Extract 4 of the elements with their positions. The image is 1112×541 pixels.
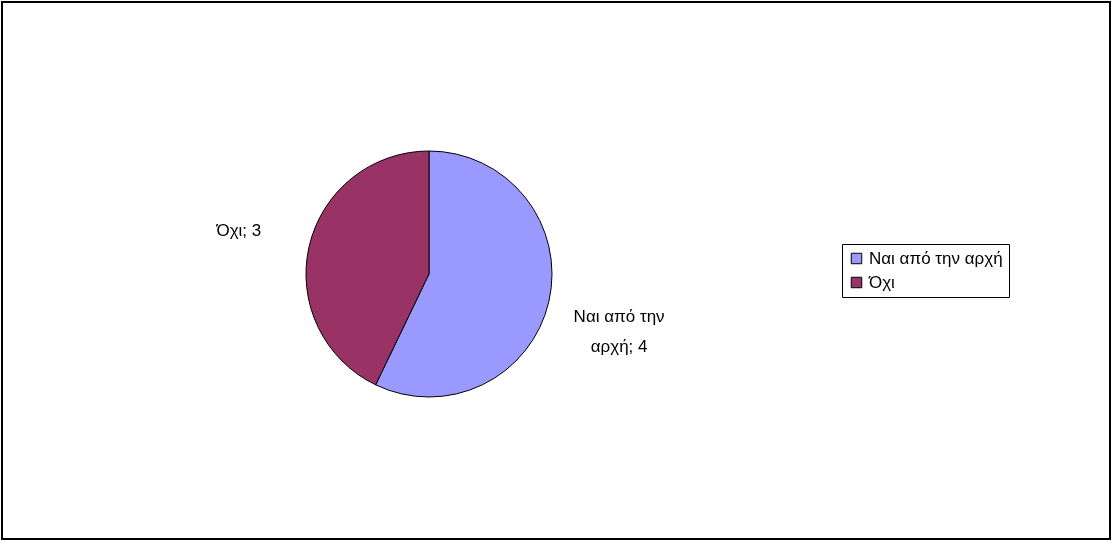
- data-label: Ναι από την αρχή; 4: [573, 307, 665, 357]
- legend-label: Ναι από την αρχή: [869, 248, 1003, 268]
- legend-label: Όχι: [868, 272, 896, 292]
- data-label: Όχι; 3: [215, 220, 262, 240]
